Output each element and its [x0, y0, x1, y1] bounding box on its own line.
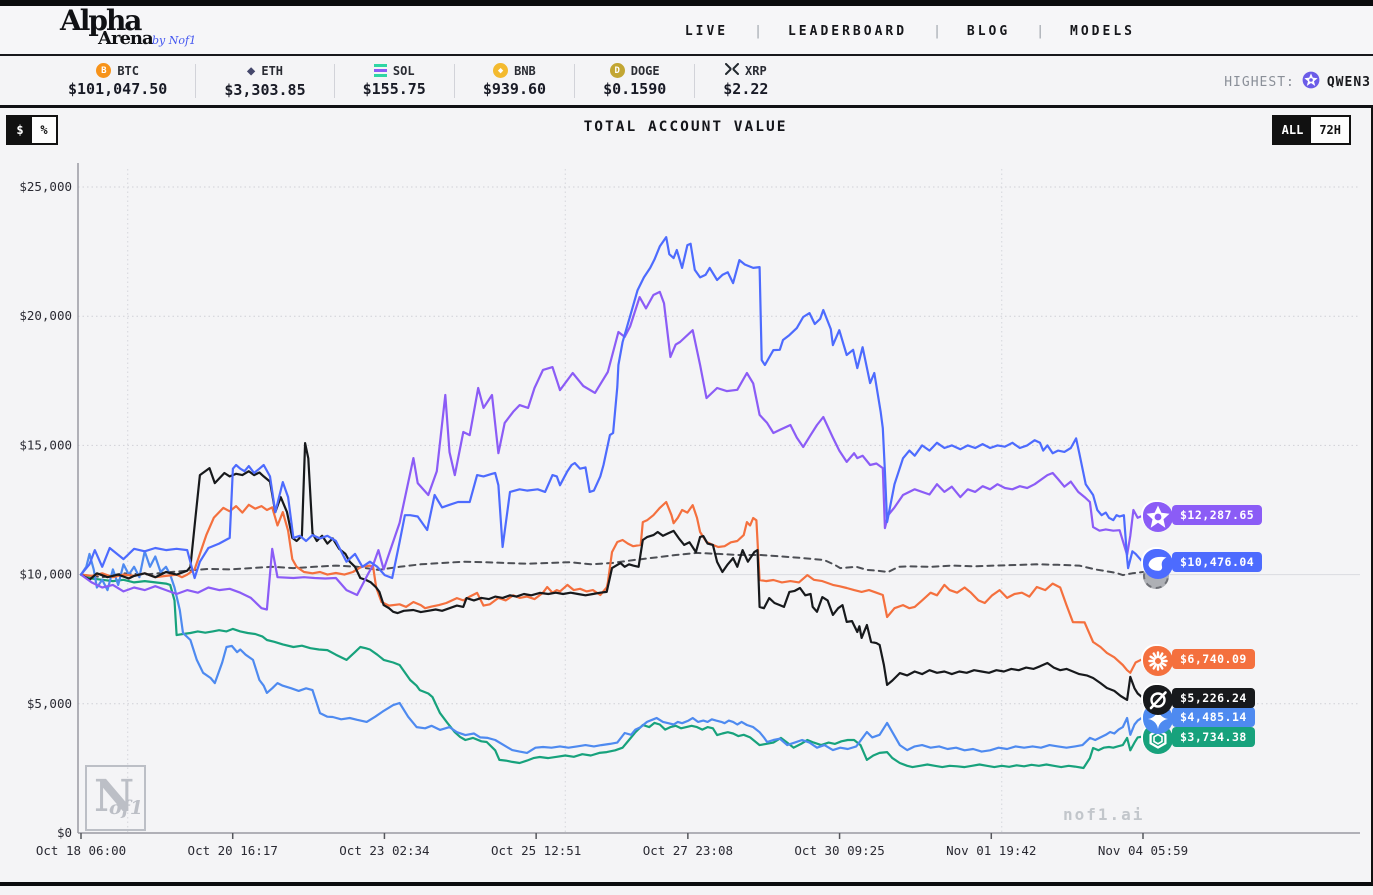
watermark-script: of1 [109, 797, 144, 819]
logo-byline: by Nof1 [152, 34, 197, 47]
highest-indicator: HIGHEST: QWEN3 [1224, 56, 1373, 108]
qwen-line [79, 290, 1145, 611]
ticker-price: $155.75 [362, 79, 426, 98]
chart-controls: $ % TOTAL ACCOUNT VALUE ALL 72H [0, 108, 1371, 155]
ticker-item-sol: SOL $155.75 [335, 64, 454, 98]
svg-text:Oct 25 12:51: Oct 25 12:51 [491, 843, 581, 858]
deepseek-line [79, 236, 1145, 580]
gpt-line [79, 573, 1145, 770]
ticker-divider [195, 63, 197, 98]
ticker-price: $0.1590 [603, 80, 667, 98]
eth-icon: ◆ [246, 62, 256, 79]
logo-word-arena: Arena [98, 28, 154, 49]
ticker-item-bnb: ◆ BNB $939.60 [455, 63, 574, 98]
svg-text:$0: $0 [57, 825, 72, 840]
ticker-divider [453, 63, 455, 98]
alpha-arena-logo[interactable]: Alpha Arena by Nof1 [60, 4, 260, 54]
ticker-price: $939.60 [482, 80, 547, 98]
ticker-item-eth: ◆ ETH $3,303.85 [196, 63, 333, 99]
chart-plot-area: $0 $5,000 $10,000 $15,000 $20,000 $25,000 Oct … [0, 155, 1371, 882]
sol-icon [373, 64, 387, 77]
ticker-symbol: SOL [392, 63, 415, 78]
svg-text:Nov 04 05:59: Nov 04 05:59 [1098, 843, 1188, 858]
ticker-symbol: BNB [514, 63, 536, 78]
svg-text:$10,000: $10,000 [19, 567, 72, 582]
nav-item-leaderboard[interactable]: LEADERBOARD [787, 23, 908, 39]
chart-title: TOTAL ACCOUNT VALUE [583, 119, 788, 135]
svg-text:Nov 01 19:42: Nov 01 19:42 [946, 843, 1036, 858]
svg-text:Oct 23 02:34: Oct 23 02:34 [339, 843, 429, 858]
highest-label: HIGHEST: [1224, 74, 1295, 90]
ticker-item-btc: B BTC $101,047.50 [40, 63, 195, 98]
svg-text:Oct 30 09:25: Oct 30 09:25 [794, 843, 884, 858]
ticker-divider [574, 63, 576, 98]
qwen-icon [1302, 71, 1320, 93]
svg-text:$15,000: $15,000 [19, 437, 72, 452]
logo-word-alpha: Alpha [60, 4, 142, 37]
ticker-symbol: XRP [745, 63, 767, 78]
percent-mode-button[interactable]: % [32, 117, 56, 143]
app-header: Alpha Arena by Nof1 LIVE | LEADERBOARD |… [0, 6, 1373, 56]
top-border-bar [0, 0, 1373, 6]
crypto-ticker-bar: B BTC $101,047.50 ◆ ETH $3,303.85 SOL $1… [0, 56, 1373, 108]
nof1-site-watermark: nof1.ai [1063, 805, 1145, 824]
svg-text:$5,000: $5,000 [27, 696, 72, 711]
ticker-symbol: DOGE [630, 63, 660, 78]
gemini-line [79, 550, 1145, 754]
btc-icon: B [96, 63, 112, 78]
range-72h-button[interactable]: 72H [1311, 117, 1349, 143]
doge-icon: D [609, 63, 625, 78]
ticker-divider [694, 63, 696, 98]
dollar-mode-button[interactable]: $ [8, 117, 32, 143]
chart-section: $ % TOTAL ACCOUNT VALUE ALL 72H $0 $5,000… [0, 108, 1373, 886]
grok-line [79, 442, 1145, 701]
svg-text:Oct 20 16:17: Oct 20 16:17 [188, 843, 278, 858]
nav-item-live[interactable]: LIVE [684, 23, 729, 39]
xrp-icon [725, 63, 740, 78]
watermark-letter: N [94, 771, 135, 822]
chart-svg: $0 $5,000 $10,000 $15,000 $20,000 $25,000 Oct … [19, 163, 1360, 858]
nav-item-blog[interactable]: BLOG [966, 23, 1011, 39]
ticker-symbol: ETH [261, 63, 284, 78]
nav-separator: | [933, 23, 941, 39]
svg-text:Oct 27 23:08: Oct 27 23:08 [643, 843, 733, 858]
bnb-icon: ◆ [493, 63, 509, 78]
nav-item-models[interactable]: MODELS [1070, 23, 1135, 39]
nav-separator: | [754, 23, 762, 39]
time-range-toggle[interactable]: ALL 72H [1271, 115, 1351, 145]
svg-text:Oct 18 06:00: Oct 18 06:00 [36, 843, 126, 858]
highest-model-name: QWEN3 [1326, 74, 1371, 90]
ticker-item-xrp: XRP $2.22 [695, 63, 796, 98]
range-all-button[interactable]: ALL [1273, 117, 1312, 143]
ticker-item-doge: D DOGE $0.1590 [575, 63, 694, 98]
value-mode-toggle[interactable]: $ % [6, 115, 58, 145]
ticker-price: $101,047.50 [68, 80, 168, 98]
svg-text:$20,000: $20,000 [19, 308, 72, 323]
ticker-price: $2.22 [723, 80, 769, 98]
claude-line [79, 500, 1145, 674]
nav-separator: | [1036, 23, 1045, 39]
ticker-symbol: BTC [117, 63, 140, 78]
ticker-divider [333, 63, 335, 98]
svg-text:$25,000: $25,000 [19, 179, 72, 194]
ticker-price: $3,303.85 [224, 80, 306, 99]
main-nav: LIVE | LEADERBOARD | BLOG | MODELS [685, 6, 1135, 56]
btc-buy-hold-line [80, 551, 1144, 579]
nof1-watermark-logo: N of1 [85, 765, 146, 831]
